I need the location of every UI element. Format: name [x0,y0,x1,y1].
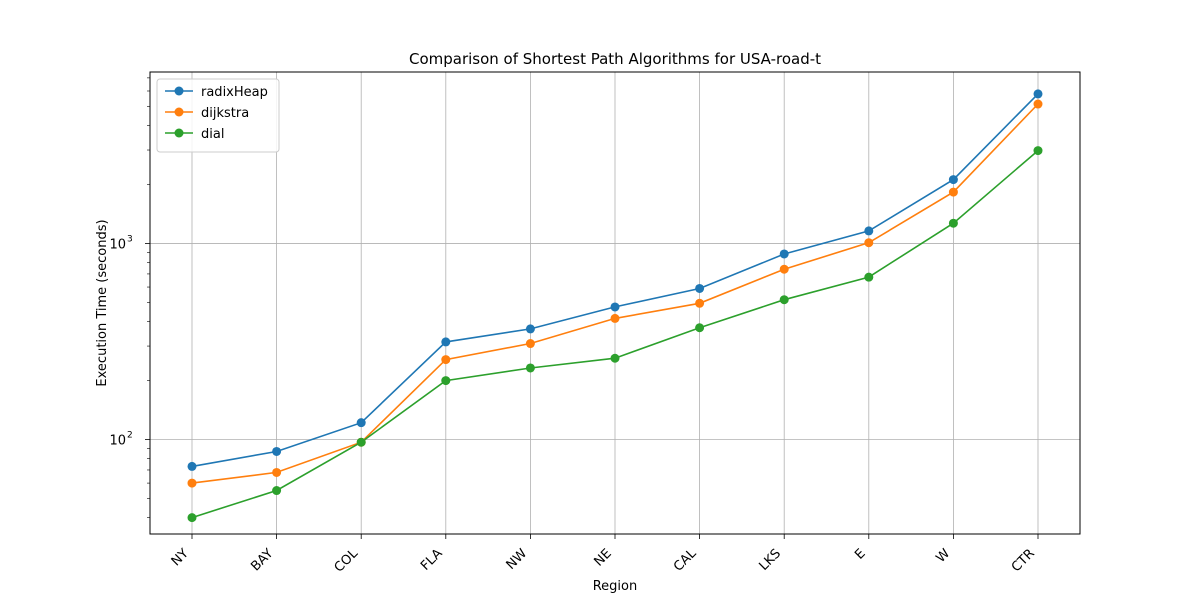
legend-marker-radixHeap [174,86,184,96]
x-tick-label: FLA [418,546,446,574]
data-point-dijkstra [1033,99,1043,109]
series-points [187,89,1043,523]
data-point-dijkstra [695,298,705,308]
x-tick-label: LKS [756,546,784,574]
y-tick-base: 10 [109,434,126,449]
data-point-dijkstra [864,238,874,248]
data-point-dial [864,272,874,282]
x-tick-label: BAY [248,546,276,574]
legend-label-dijkstra: dijkstra [201,106,249,121]
data-point-radixHeap [1033,89,1043,99]
x-tick-label: CTR [1009,546,1038,575]
x-tick-label: NW [504,546,531,573]
y-tick-base: 10 [109,238,126,253]
data-point-dial [695,323,705,333]
data-point-dijkstra [525,339,535,349]
data-point-radixHeap [525,324,535,334]
data-point-dial [187,513,197,523]
legend: radixHeap dijkstra dial [156,78,280,153]
legend-label-dial: dial [201,127,224,142]
x-axis-label: Region [593,579,638,594]
x-tick-label: COL [332,546,362,576]
data-point-dijkstra [779,264,789,274]
legend-marker-dijkstra [174,107,184,117]
y-axis-label: Execution Time (seconds) [95,219,110,386]
data-point-dijkstra [272,467,282,477]
data-point-radixHeap [779,249,789,259]
data-point-dial [779,295,789,305]
data-point-dial [610,353,620,363]
data-point-dijkstra [948,187,958,197]
x-tick-label: NY [169,546,192,569]
data-point-radixHeap [356,418,366,428]
data-point-dijkstra [441,355,451,365]
y-tick-exponent: 2 [127,431,133,441]
y-tick-label: 10 [109,238,126,253]
data-point-dial [1033,146,1043,156]
data-point-dijkstra [187,478,197,488]
x-tick-label: W [934,546,954,566]
data-point-radixHeap [948,175,958,185]
data-point-radixHeap [187,461,197,471]
data-point-radixHeap [272,446,282,456]
x-tick-label: E [852,546,868,562]
y-tick-exponent: 3 [127,235,133,245]
data-point-dial [441,376,451,386]
x-tick-label: CAL [671,546,700,575]
data-point-dial [356,437,366,447]
data-point-radixHeap [610,302,620,312]
data-point-radixHeap [441,337,451,347]
y-tick-label: 10 [109,434,126,449]
data-point-dijkstra [610,313,620,323]
data-point-dial [525,363,535,373]
data-point-dial [272,486,282,496]
chart-title: Comparison of Shortest Path Algorithms f… [409,50,821,68]
legend-label-radixHeap: radixHeap [201,85,268,100]
x-tick-label: NE [592,546,615,569]
legend-marker-dial [174,128,184,138]
data-point-radixHeap [864,226,874,236]
x-axis-ticks: NY BAY COL FLA NW NE CAL LKS E W CTR [169,534,1039,576]
data-point-radixHeap [695,283,705,293]
data-point-dial [948,218,958,228]
